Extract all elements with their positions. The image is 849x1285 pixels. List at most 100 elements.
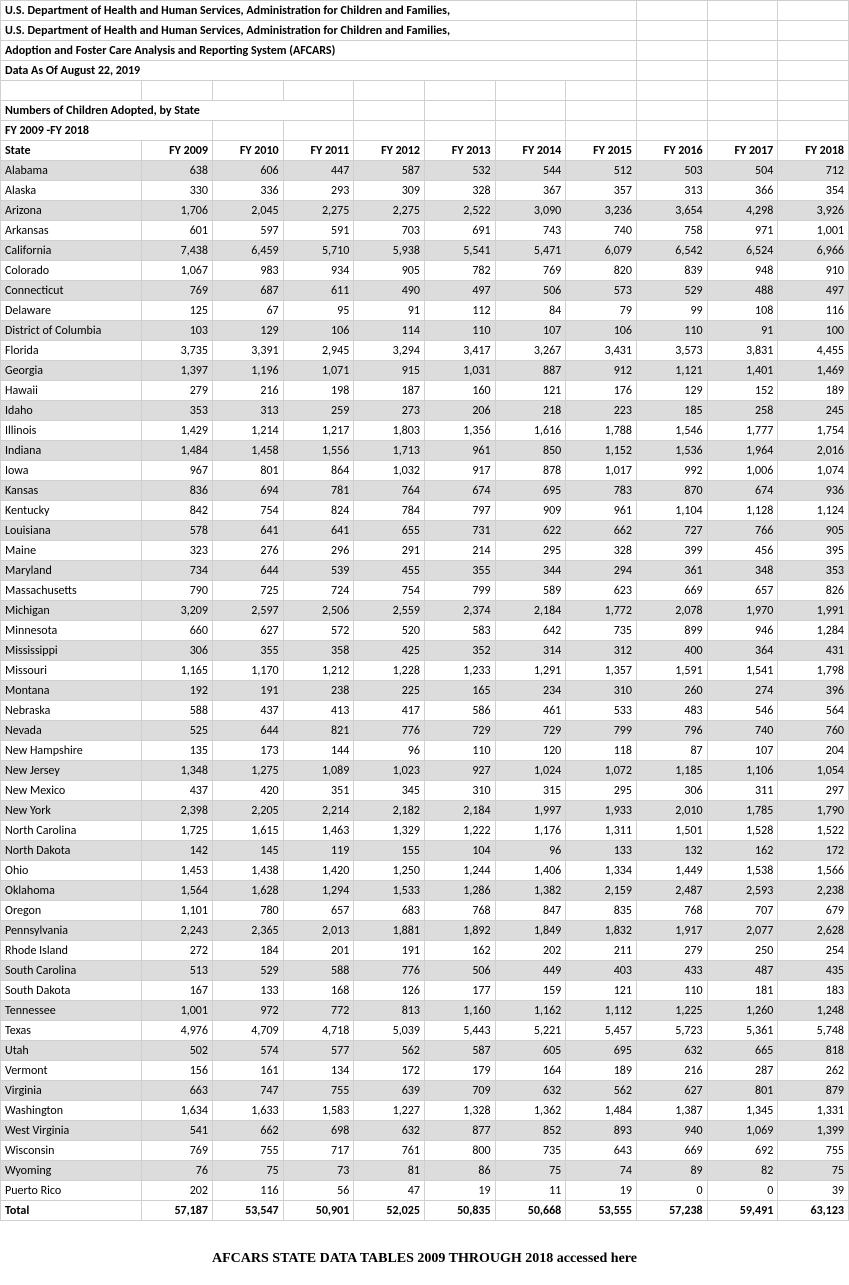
cell: 1,458 <box>212 441 283 461</box>
cell: 597 <box>212 221 283 241</box>
cell: 588 <box>283 961 354 981</box>
cell: 259 <box>283 401 354 421</box>
cell: 490 <box>354 281 425 301</box>
cell: 3,090 <box>495 201 566 221</box>
col-header-5: FY 2013 <box>424 141 495 161</box>
cell: South Dakota <box>1 981 142 1001</box>
table-row: Kentucky8427548247847979099611,1041,1281… <box>1 501 849 521</box>
cell: 3,831 <box>707 341 778 361</box>
cell: 431 <box>778 641 849 661</box>
cell: 159 <box>495 981 566 1001</box>
cell: 577 <box>283 1041 354 1061</box>
table-row: Missouri1,1651,1701,2121,2281,2331,2911,… <box>1 661 849 681</box>
cell: 529 <box>636 281 707 301</box>
cell: 173 <box>212 741 283 761</box>
cell: 1,067 <box>142 261 213 281</box>
cell: 0 <box>636 1181 707 1201</box>
col-header-0: State <box>1 141 142 161</box>
cell: South Carolina <box>1 961 142 981</box>
cell: 144 <box>283 741 354 761</box>
table-row: Nebraska588437413417586461533483546564 <box>1 701 849 721</box>
cell: 961 <box>424 441 495 461</box>
cell: 1,311 <box>566 821 637 841</box>
total-cell: 50,835 <box>424 1201 495 1221</box>
cell: 306 <box>636 781 707 801</box>
cell: Mississippi <box>1 641 142 661</box>
cell: 776 <box>354 721 425 741</box>
cell: Illinois <box>1 421 142 441</box>
cell: 909 <box>495 501 566 521</box>
cell: 1,286 <box>424 881 495 901</box>
cell: 1,917 <box>636 921 707 941</box>
cell: New York <box>1 801 142 821</box>
cell: 971 <box>707 221 778 241</box>
cell: 529 <box>212 961 283 981</box>
table-row: Montana192191238225165234310260274396 <box>1 681 849 701</box>
cell: 503 <box>636 161 707 181</box>
table-row: Georgia1,3971,1961,0719151,0318879121,12… <box>1 361 849 381</box>
table-row: Wyoming76757381867574898275 <box>1 1161 849 1181</box>
cell: 2,275 <box>354 201 425 221</box>
col-header-2: FY 2010 <box>212 141 283 161</box>
cell: 1,591 <box>636 661 707 681</box>
table-row: Minnesota6606275725205836427358999461,28… <box>1 621 849 641</box>
cell: New Jersey <box>1 761 142 781</box>
table-row: Alaska330336293309328367357313366354 <box>1 181 849 201</box>
cell: 1,463 <box>283 821 354 841</box>
cell: 525 <box>142 721 213 741</box>
cell: 692 <box>707 1141 778 1161</box>
cell: 1,754 <box>778 421 849 441</box>
cell: 91 <box>707 321 778 341</box>
cell: 399 <box>636 541 707 561</box>
cell: 850 <box>495 441 566 461</box>
cell: 1,089 <box>283 761 354 781</box>
cell: 155 <box>354 841 425 861</box>
cell: 546 <box>707 701 778 721</box>
cell: 1,803 <box>354 421 425 441</box>
cell: 764 <box>354 481 425 501</box>
cell: 106 <box>283 321 354 341</box>
cell: 344 <box>495 561 566 581</box>
cell: Virginia <box>1 1081 142 1101</box>
cell: 156 <box>142 1061 213 1081</box>
cell: Alaska <box>1 181 142 201</box>
table-row: Louisiana578641641655731622662727766905 <box>1 521 849 541</box>
cell: 437 <box>212 701 283 721</box>
cell: 4,455 <box>778 341 849 361</box>
cell: 1,244 <box>424 861 495 881</box>
total-cell: 50,668 <box>495 1201 566 1221</box>
cell: 905 <box>354 261 425 281</box>
col-header-1: FY 2009 <box>142 141 213 161</box>
cell: 2,238 <box>778 881 849 901</box>
cell: 912 <box>566 361 637 381</box>
cell: 120 <box>495 741 566 761</box>
cell: 433 <box>636 961 707 981</box>
cell: 1,449 <box>636 861 707 881</box>
cell: 367 <box>495 181 566 201</box>
cell: 167 <box>142 981 213 1001</box>
cell: Utah <box>1 1041 142 1061</box>
cell: 541 <box>142 1121 213 1141</box>
cell: 2,045 <box>212 201 283 221</box>
cell: 133 <box>212 981 283 1001</box>
cell: 1,387 <box>636 1101 707 1121</box>
cell: 323 <box>142 541 213 561</box>
cell: 0 <box>707 1181 778 1201</box>
cell: 107 <box>495 321 566 341</box>
col-header-9: FY 2017 <box>707 141 778 161</box>
cell: 279 <box>142 381 213 401</box>
cell: 3,267 <box>495 341 566 361</box>
cell: 425 <box>354 641 425 661</box>
cell: 1,616 <box>495 421 566 441</box>
cell: 1,790 <box>778 801 849 821</box>
cell: 1,124 <box>778 501 849 521</box>
cell: 1,881 <box>354 921 425 941</box>
cell: Connecticut <box>1 281 142 301</box>
cell: 768 <box>636 901 707 921</box>
cell: 3,417 <box>424 341 495 361</box>
cell: Florida <box>1 341 142 361</box>
cell: 674 <box>707 481 778 501</box>
cell: 100 <box>778 321 849 341</box>
cell: 1,401 <box>707 361 778 381</box>
cell: 2,593 <box>707 881 778 901</box>
